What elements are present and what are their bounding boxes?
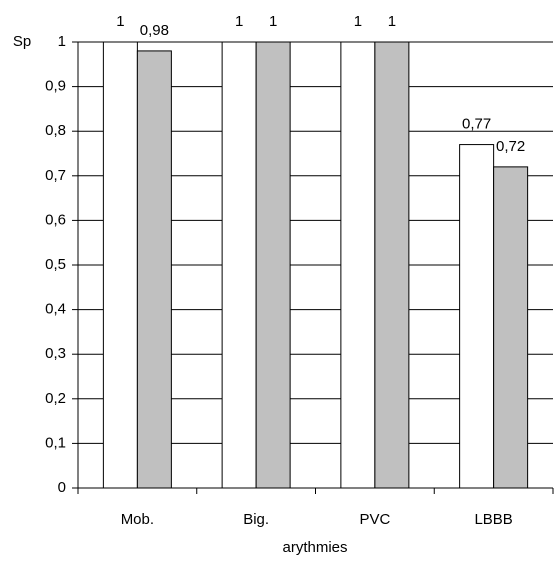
y-tick-label: 0,4 [45, 301, 66, 318]
y-tick-label: 0,6 [45, 211, 66, 228]
bar [459, 144, 495, 489]
bar [136, 50, 172, 489]
y-tick-label: 1 [58, 33, 66, 50]
bar [221, 41, 257, 489]
y-axis-label: Sp [13, 33, 31, 50]
value-label: 1 [116, 13, 124, 30]
y-tick-label: 0,7 [45, 167, 66, 184]
x-tick-label: PVC [359, 511, 390, 528]
value-label: 0,77 [462, 116, 491, 133]
x-tick-label: LBBB [474, 511, 512, 528]
value-label: 1 [235, 13, 243, 30]
value-label: 1 [388, 13, 396, 30]
y-tick-label: 0,2 [45, 390, 66, 407]
x-tick-label: Mob. [121, 511, 154, 528]
bar [340, 41, 376, 489]
y-tick-label: 0,8 [45, 122, 66, 139]
y-tick-label: 0,5 [45, 256, 66, 273]
x-tick-label: Big. [243, 511, 269, 528]
bar [493, 166, 529, 489]
y-tick-label: 0,9 [45, 78, 66, 95]
x-axis-label: arythmies [282, 539, 347, 556]
y-tick-label: 0 [58, 479, 66, 496]
bar [255, 41, 291, 489]
y-tick-label: 0,3 [45, 345, 66, 362]
value-label: 1 [269, 13, 277, 30]
value-label: 0,72 [496, 138, 525, 155]
y-tick-label: 0,1 [45, 434, 66, 451]
bar [102, 41, 138, 489]
value-label: 1 [354, 13, 362, 30]
value-label: 0,98 [140, 22, 169, 39]
bar [374, 41, 410, 489]
